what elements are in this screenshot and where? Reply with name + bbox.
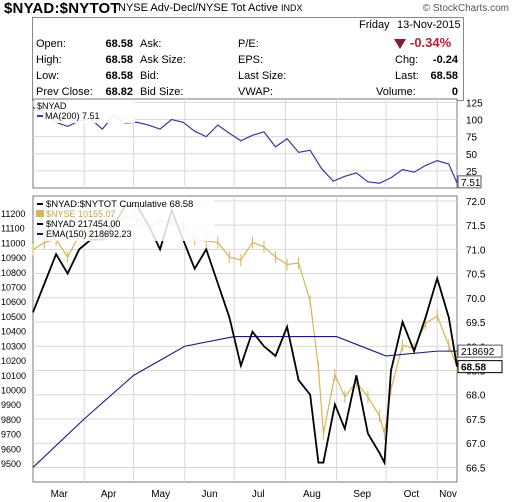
copyright-notice: © StockCharts.com [422, 3, 509, 14]
legend-nyad: $NYAD 217454.00 [46, 219, 120, 229]
volume-label: Volume: [376, 86, 416, 98]
right-y-tick-label: 67.0 [466, 439, 486, 450]
left-y-tick-label: 10600 [1, 297, 26, 307]
prev-close-value: 68.82 [105, 86, 133, 98]
left-y-tick-label: 10800 [1, 268, 26, 278]
top-legend-ma: MA(200) 7.51 [45, 111, 100, 121]
legend-swatch-nyse [36, 210, 44, 217]
right-y-tick-label: 68.0 [466, 391, 486, 402]
quote-day: Friday [359, 19, 390, 31]
bid-label: Bid: [140, 70, 159, 82]
left-y-tick-label: 10700 [1, 283, 26, 293]
left-y-tick-label: 11100 [1, 224, 25, 234]
open-label: Open: [36, 38, 66, 50]
left-y-tick-label: 11200 [1, 209, 25, 219]
left-y-tick-label: 9700 [1, 430, 21, 440]
ma-last-tag [457, 175, 482, 189]
high-value: 68.58 [105, 54, 133, 66]
left-y-tick-label: 10100 [1, 371, 26, 381]
ratio-last-tag [457, 360, 503, 374]
ask-size-label: Ask Size: [140, 54, 186, 66]
last-label: Last: [395, 70, 419, 82]
legend-cumulative: $NYAD:$NYTOT Cumulative 68.58 [46, 199, 193, 210]
x-axis-month-label: Jul [252, 489, 265, 500]
x-axis-month-label: Nov [439, 489, 457, 500]
chg-label: Chg: [395, 54, 419, 66]
x-axis-month-label: Mar [51, 489, 69, 500]
last-size-label: Last Size: [238, 70, 287, 82]
chart-symbol-title: $NYAD:$NYTOT [4, 0, 120, 17]
right-y-tick-label: 69.5 [466, 318, 486, 329]
left-y-tick-label: 9500 [1, 459, 21, 469]
right-y-tick-label: 67.5 [466, 415, 486, 426]
left-y-tick-label: 9900 [1, 400, 21, 410]
left-y-tick-label: 9600 [1, 444, 21, 454]
chart-description: NYSE Adv-Decl/NYSE Tot Active INDX [118, 2, 303, 14]
chg-value: -0.24 [432, 54, 458, 66]
left-y-tick-label: 10200 [1, 356, 26, 366]
open-value: 68.58 [105, 38, 133, 50]
pe-label: P/E: [238, 38, 259, 50]
x-axis-month-label: May [151, 489, 170, 500]
x-axis-month-label: Apr [101, 489, 117, 500]
volume-value: 0 [451, 86, 458, 98]
down-arrow-icon [394, 39, 406, 49]
top-y-tick-label: 125 [466, 98, 483, 109]
quote-box: Friday 13-Nov-2015 Open: 68.58 High: 68.… [32, 17, 464, 101]
left-y-tick-label: 10300 [1, 341, 26, 351]
high-label: High: [36, 54, 62, 66]
left-y-tick-label: 11000 [1, 238, 25, 248]
x-axis-month-label: Oct [404, 489, 420, 500]
ma-last-label: 7.51 [461, 178, 481, 189]
ema-last-label: 218692 [461, 347, 495, 358]
top-y-tick-label: 100 [466, 116, 483, 127]
right-y-tick-label: 66.5 [466, 463, 486, 474]
right-y-tick-label: 70.5 [466, 270, 486, 281]
eps-label: EPS: [238, 54, 264, 66]
right-y-tick-label: 72.0 [466, 197, 486, 208]
x-axis-month-label: Aug [303, 489, 321, 500]
top-legend-nyad: $NYAD [37, 101, 67, 111]
left-y-tick-label: 10000 [1, 385, 26, 395]
top-legend-bg [35, 101, 135, 123]
index-tag: INDX [281, 3, 303, 13]
top-y-tick-label: 75 [466, 133, 478, 144]
quote-date: 13-Nov-2015 [397, 19, 461, 31]
right-y-tick-label: 70.0 [466, 294, 486, 305]
top-y-tick-label: 25 [466, 167, 478, 178]
bottom-legend-bg [34, 197, 214, 241]
ratio-last-label: 68.58 [461, 363, 486, 374]
bid-size-label: Bid Size: [140, 86, 184, 98]
low-label: Low: [36, 70, 60, 82]
left-y-tick-label: 9800 [1, 415, 21, 425]
ema-last-tag [457, 344, 503, 358]
low-value: 68.58 [105, 70, 133, 82]
description-text: NYSE Adv-Decl/NYSE Tot Active [118, 2, 278, 14]
right-y-tick-label: 71.5 [466, 221, 486, 232]
legend-ema: EMA(150) 218692.23 [46, 229, 132, 239]
change-percent: -0.34% [410, 35, 452, 50]
top-y-tick-label: 50 [466, 150, 478, 161]
x-axis-month-label: Sep [353, 489, 371, 500]
right-y-tick-label: 71.0 [466, 245, 486, 256]
left-y-tick-label: 10900 [1, 253, 26, 263]
ma200-line [32, 106, 458, 184]
legend-nyse: $NYSE 10155.07 [46, 209, 116, 219]
x-axis-month-label: Jun [202, 489, 218, 500]
last-value: 68.58 [430, 70, 458, 82]
prev-close-label: Prev Close: [36, 86, 93, 98]
ema150-line [32, 336, 457, 468]
left-y-tick-label: 10500 [1, 312, 26, 322]
left-y-tick-label: 10400 [1, 327, 26, 337]
vwap-label: VWAP: [238, 86, 274, 98]
ask-label: Ask: [140, 38, 162, 50]
